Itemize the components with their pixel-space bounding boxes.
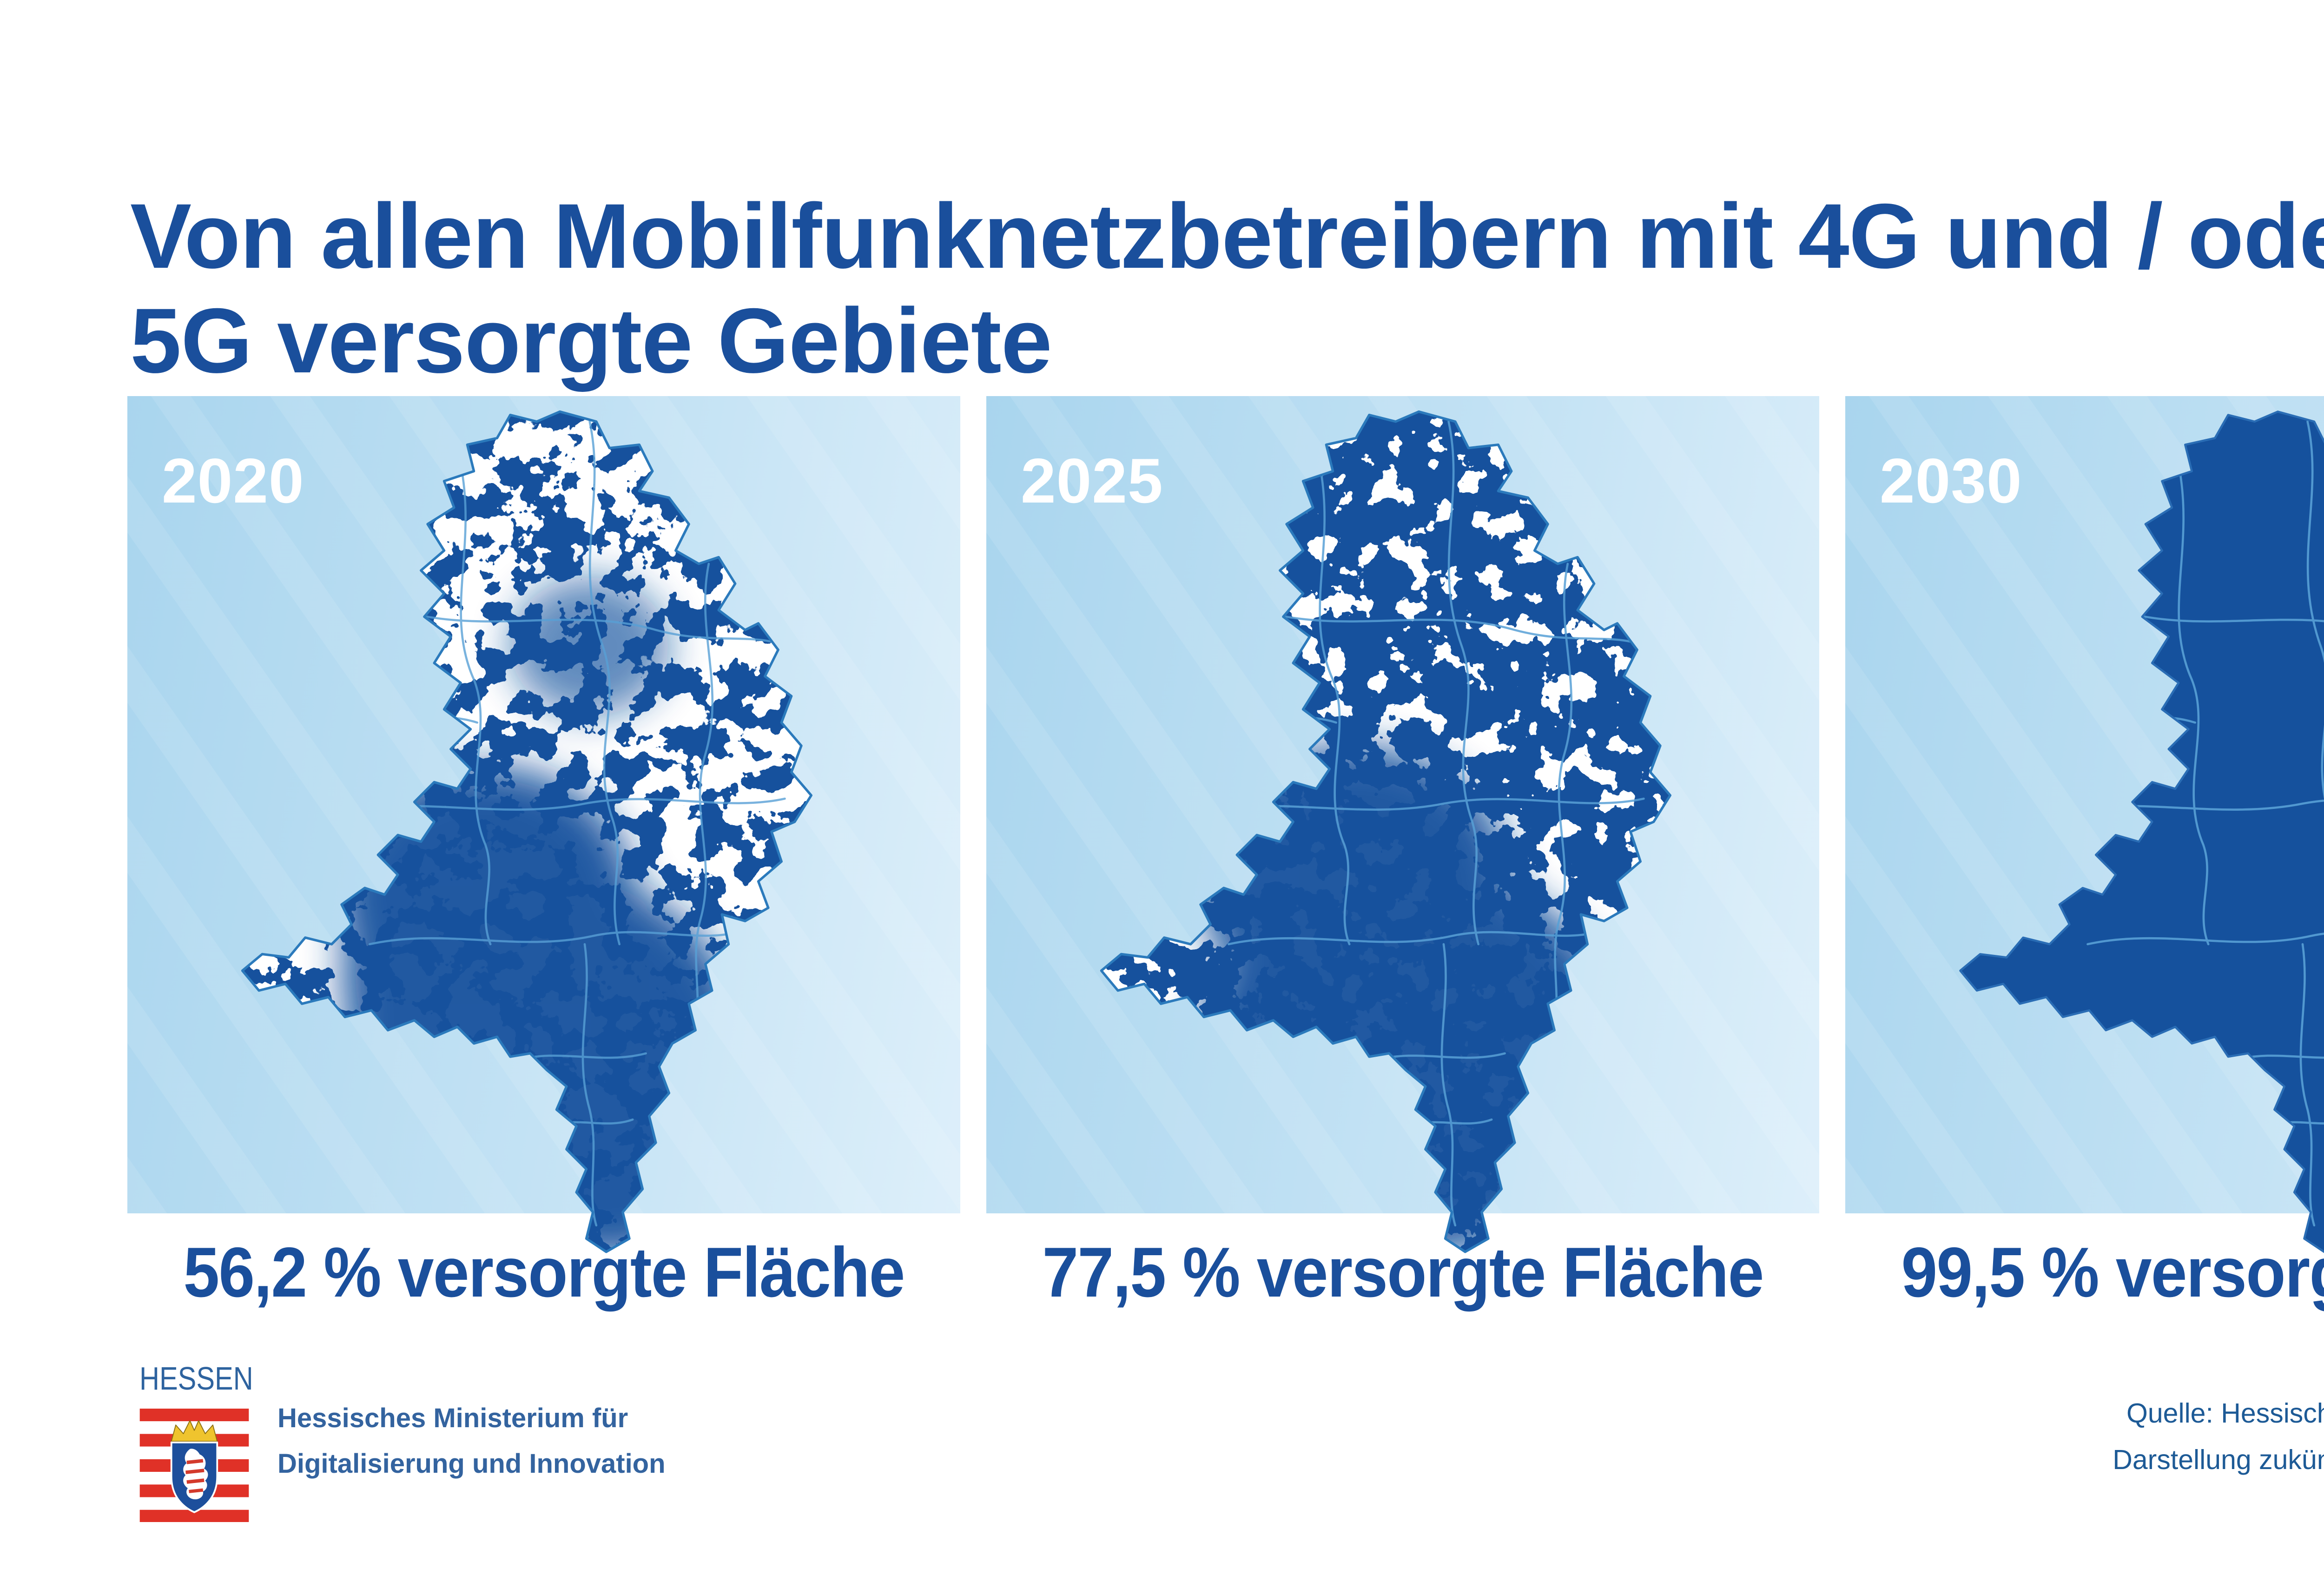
ministry-name-line2: Digitalisierung und Innovation [277, 1449, 666, 1479]
map-panel-2025: 2025 [986, 396, 1819, 1213]
hesse-map-2020-icon [211, 398, 876, 1258]
year-label-2030: 2030 [1880, 445, 2022, 516]
hesse-map-2025-icon [1070, 398, 1735, 1258]
source-note-line1: Quelle: Hessisches Mobilfunkmonitoring, … [2126, 1398, 2324, 1429]
page-title-line2: 5G versorgte Gebiete [130, 289, 1052, 392]
map-panel-2020: 2020 [127, 396, 960, 1213]
hessen-wordmark: HESSEN [139, 1360, 253, 1397]
crown-icon [171, 1420, 218, 1442]
ministry-name: Hessisches Ministerium für Digitalisieru… [277, 1396, 666, 1487]
source-note-line2: Darstellung zukünftig zu versorgender Ge… [2113, 1444, 2324, 1475]
page-title-line1: Von allen Mobilfunknetzbetreibern mit 4G… [130, 184, 2324, 287]
hesse-map-2030-icon [1929, 398, 2324, 1258]
flag-stripes [139, 1409, 249, 1522]
map-panel-2030: 2030 [1845, 396, 2324, 1213]
lion-icon [183, 1449, 208, 1500]
coverage-label-2025: 77,5 % versorgte Fläche [1042, 1233, 1764, 1312]
year-label-2020: 2020 [162, 445, 304, 516]
map-panels: 2020 2025 [127, 396, 2324, 1213]
source-note: Quelle: Hessisches Mobilfunkmonitoring, … [2113, 1390, 2324, 1483]
coverage-label-2020: 56,2 % versorgte Fläche [183, 1233, 905, 1312]
page-title: Von allen Mobilfunknetzbetreibern mit 4G… [130, 184, 2324, 393]
ministry-name-line1: Hessisches Ministerium für [277, 1403, 628, 1433]
year-label-2025: 2025 [1021, 445, 1163, 516]
coverage-label-2030: 99,5 % versorgte Fläche [1901, 1233, 2324, 1312]
hessen-coat-of-arms-icon [139, 1409, 249, 1522]
